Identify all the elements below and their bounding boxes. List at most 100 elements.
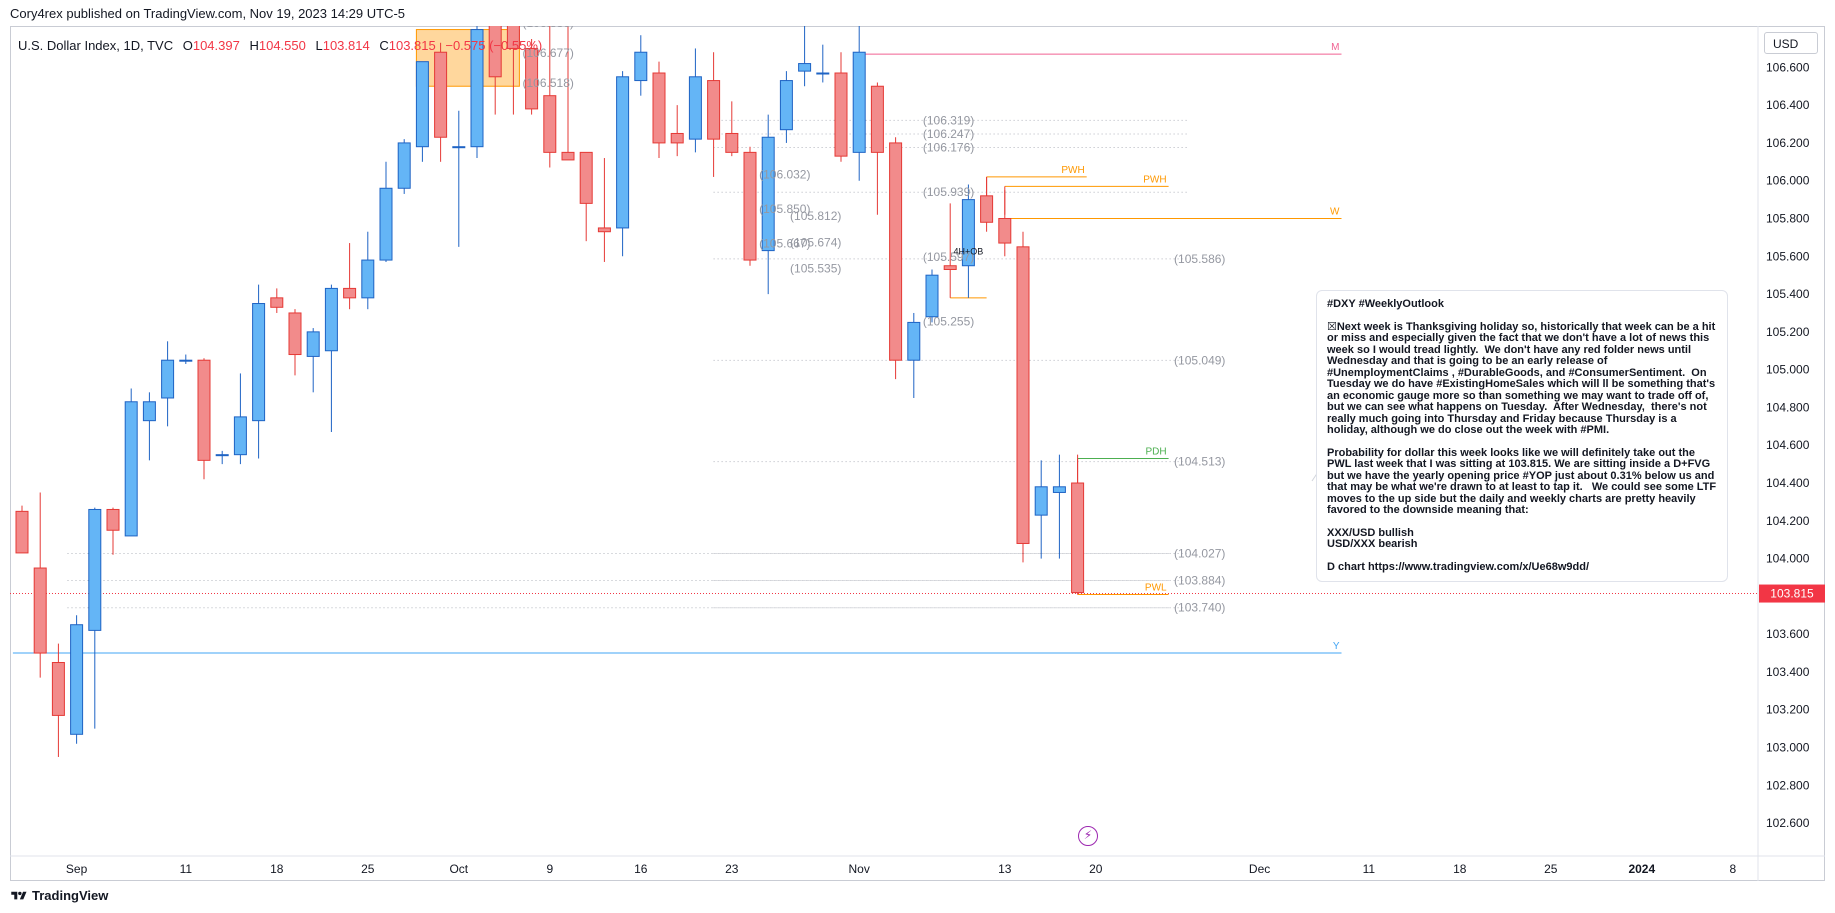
price-level-label: (106.032) bbox=[759, 168, 810, 182]
time-axis-tick: Sep bbox=[66, 862, 88, 876]
level-label-pwh: PWH bbox=[1061, 165, 1084, 176]
candle-body bbox=[506, 26, 520, 49]
close-value: 103.815 bbox=[388, 38, 436, 53]
price-level-label: (105.939) bbox=[923, 185, 974, 199]
symbol-legend: U.S. Dollar Index, 1D, TVC O104.397 H104… bbox=[18, 38, 542, 53]
candle-body bbox=[106, 508, 120, 531]
candle-body bbox=[1052, 486, 1066, 493]
candle-body bbox=[379, 187, 393, 261]
price-level-label: (106.677) bbox=[523, 46, 574, 60]
price-level-label: (106.836) bbox=[523, 26, 574, 30]
level-label-w: W bbox=[1330, 206, 1340, 217]
price-axis-tick: 106.200 bbox=[1766, 136, 1810, 150]
level-label-m: M bbox=[1331, 42, 1339, 53]
candle-body bbox=[870, 85, 884, 153]
candle-body bbox=[361, 259, 375, 299]
low-value: 103.814 bbox=[322, 38, 370, 53]
candle-body bbox=[434, 51, 448, 138]
candle-body bbox=[288, 312, 302, 356]
candle-body bbox=[834, 72, 848, 157]
price-level-label: (104.027) bbox=[1174, 546, 1225, 560]
candle-body bbox=[652, 72, 666, 144]
price-axis-tick: 104.200 bbox=[1766, 514, 1810, 528]
candle-body bbox=[215, 454, 229, 457]
time-axis-tick: Nov bbox=[849, 862, 870, 876]
candle-body bbox=[798, 63, 812, 72]
open-label: O bbox=[182, 38, 193, 53]
low-label: L bbox=[315, 38, 323, 53]
candle-body bbox=[616, 76, 630, 229]
price-level-label: (106.247) bbox=[923, 127, 974, 141]
time-axis-tick: 13 bbox=[998, 862, 1012, 876]
time-axis-tick: Oct bbox=[449, 862, 468, 876]
change-value: −0.575 (−0.55%) bbox=[445, 38, 543, 53]
candle-body bbox=[816, 72, 830, 75]
price-level-label: (106.518) bbox=[523, 76, 574, 90]
lightning-icon[interactable]: ⚡ bbox=[1078, 826, 1098, 846]
high-value: 104.550 bbox=[258, 38, 306, 53]
open-value: 104.397 bbox=[192, 38, 240, 53]
candle-body bbox=[707, 80, 721, 140]
candle-body bbox=[634, 51, 648, 82]
time-axis-tick: 25 bbox=[1544, 862, 1558, 876]
price-axis-tick: 105.000 bbox=[1766, 363, 1810, 377]
time-axis-tick: 2024 bbox=[1628, 862, 1655, 876]
candle-body bbox=[688, 76, 702, 140]
candle-body bbox=[525, 47, 539, 110]
price-axis-tick: 105.200 bbox=[1766, 325, 1810, 339]
symbol-name[interactable]: U.S. Dollar Index, 1D, TVC bbox=[18, 38, 174, 53]
price-level-label: (105.535) bbox=[790, 262, 841, 276]
candle-body bbox=[233, 416, 247, 456]
price-axis-tick: 105.800 bbox=[1766, 211, 1810, 225]
note-paragraph-2: Probability for dollar this week looks l… bbox=[1327, 446, 1720, 516]
price-level-label: (105.674) bbox=[790, 235, 841, 249]
candle-body bbox=[70, 624, 84, 735]
fvg-box bbox=[415, 29, 520, 87]
price-level-label: (106.176) bbox=[923, 140, 974, 154]
candle-body bbox=[124, 401, 138, 537]
note-paragraph-3: XXX/USD bullish USD/XXX bearish bbox=[1327, 526, 1418, 550]
weekly-outlook-note[interactable]: #DXY #WeeklyOutlook ☒Next week is Thanks… bbox=[1316, 290, 1728, 582]
candlestick-chart[interactable]: M PWH PWH W PDH PWL Y (106.836) (106.677) (106.51… bbox=[10, 26, 1825, 881]
candle-body bbox=[1034, 486, 1048, 516]
time-axis-tick: 11 bbox=[1363, 862, 1376, 876]
price-axis-tick: 104.400 bbox=[1766, 476, 1810, 490]
candle-body bbox=[1071, 482, 1085, 594]
price-level-label: (105.850) bbox=[759, 202, 810, 216]
price-axis-tick: 104.000 bbox=[1766, 552, 1810, 566]
candle-body bbox=[15, 510, 29, 554]
level-label-y: Y bbox=[1333, 641, 1340, 652]
candle-body bbox=[252, 303, 266, 422]
high-label: H bbox=[249, 38, 259, 53]
price-level-label: (105.049) bbox=[1174, 353, 1225, 367]
note-paragraph-4: D chart https://www.tradingview.com/x/Ue… bbox=[1327, 560, 1590, 573]
candle-body bbox=[179, 359, 193, 362]
candle-body bbox=[670, 132, 684, 144]
candle-body bbox=[343, 287, 357, 299]
candle-body bbox=[597, 227, 611, 233]
candle-body bbox=[142, 401, 156, 422]
candle-body bbox=[961, 199, 975, 267]
tradingview-logo-icon bbox=[11, 891, 27, 899]
level-label-pwh2: PWH bbox=[1143, 174, 1166, 185]
price-level-label: (106.319) bbox=[923, 113, 974, 127]
time-axis-tick: 11 bbox=[180, 862, 193, 876]
currency-selector[interactable]: USD bbox=[1764, 32, 1818, 54]
tradingview-logo: TradingView bbox=[10, 888, 108, 903]
price-axis-tick: 106.600 bbox=[1766, 60, 1810, 74]
candle-body bbox=[779, 80, 793, 131]
price-axis-tick: 103.000 bbox=[1766, 741, 1810, 755]
candle-body bbox=[415, 61, 429, 148]
time-axis-tick: 20 bbox=[1089, 862, 1103, 876]
time-axis-tick: 8 bbox=[1729, 862, 1736, 876]
price-level-label: (105.667) bbox=[759, 237, 810, 251]
candle-body bbox=[397, 142, 411, 189]
candle-body bbox=[907, 321, 921, 361]
close-label: C bbox=[379, 38, 389, 53]
candle-body bbox=[925, 274, 939, 318]
time-axis-tick: 18 bbox=[1453, 862, 1467, 876]
candle-body bbox=[543, 95, 557, 153]
ob-annotation: 4H+OB bbox=[954, 247, 984, 257]
price-level-label: (105.255) bbox=[923, 314, 974, 328]
candle-body bbox=[161, 359, 175, 399]
